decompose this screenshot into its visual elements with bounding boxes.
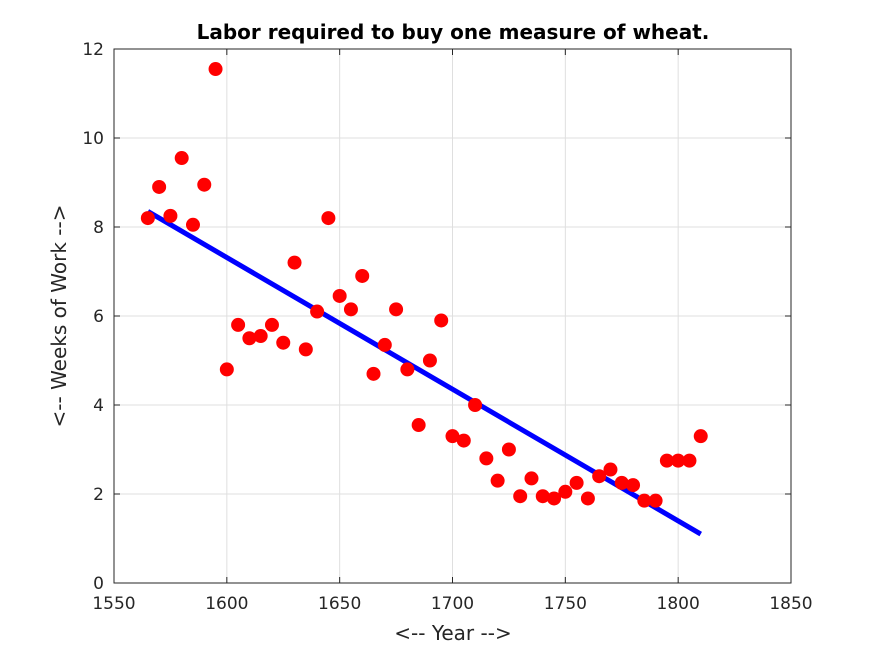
- data-point: [445, 429, 460, 444]
- x-tick-label: 1800: [657, 594, 700, 614]
- data-point: [547, 491, 562, 506]
- data-point: [468, 398, 483, 412]
- data-point: [456, 433, 471, 448]
- grid: [113, 48, 792, 584]
- fit-line-layer: [146, 209, 702, 537]
- scatter-points: [140, 62, 708, 508]
- tick-labels: 1550 1600 1650 1700 1750 1800 1850 0 2 4 6 8 10 12: [82, 40, 812, 614]
- data-point: [287, 255, 302, 270]
- y-axis-label: <-- Weeks of Work -->: [47, 205, 71, 428]
- data-point: [264, 317, 279, 332]
- y-tick-label: 6: [93, 307, 104, 327]
- data-point: [321, 211, 336, 226]
- y-tick-label: 2: [93, 485, 104, 505]
- data-point: [535, 489, 550, 504]
- data-point: [434, 313, 449, 328]
- data-point: [626, 478, 641, 493]
- chart-title: Labor required to buy one measure of whe…: [197, 20, 710, 44]
- data-point: [659, 453, 674, 468]
- data-point: [682, 453, 697, 468]
- y-tick-label: 12: [82, 40, 104, 60]
- x-tick-label: 1650: [318, 594, 361, 614]
- data-point: [174, 151, 189, 166]
- data-point: [152, 179, 167, 194]
- data-point: [411, 418, 426, 433]
- data-point: [355, 268, 370, 283]
- fit-line: [146, 209, 702, 537]
- data-point: [558, 484, 573, 499]
- data-point: [671, 453, 686, 468]
- data-point: [648, 493, 663, 508]
- data-point: [603, 462, 618, 477]
- data-point: [332, 288, 347, 303]
- data-point: [693, 429, 708, 444]
- y-tick-label: 4: [93, 396, 104, 416]
- data-point: [501, 442, 516, 457]
- data-point: [219, 362, 234, 377]
- data-point: [343, 302, 358, 317]
- data-point: [400, 362, 415, 377]
- data-point: [422, 353, 437, 368]
- data-point: [140, 211, 155, 226]
- data-point: [366, 366, 381, 381]
- x-axis-label: <-- Year -->: [394, 621, 511, 645]
- x-tick-label: 1600: [205, 594, 248, 614]
- data-point: [569, 475, 584, 490]
- data-point: [197, 177, 212, 192]
- y-tick-label: 8: [93, 218, 104, 238]
- data-point: [163, 208, 178, 223]
- data-point: [310, 304, 325, 319]
- data-point: [592, 469, 607, 484]
- data-point: [580, 491, 595, 506]
- y-tick-label: 10: [82, 129, 104, 149]
- data-point: [614, 475, 629, 490]
- data-point: [479, 451, 494, 466]
- x-tick-label: 1750: [544, 594, 587, 614]
- data-point: [377, 337, 392, 352]
- data-point: [276, 335, 291, 350]
- data-point: [298, 342, 313, 357]
- axes: [113, 48, 792, 584]
- data-point: [490, 473, 505, 488]
- x-tick-label: 1850: [769, 594, 812, 614]
- data-point: [513, 489, 528, 504]
- data-point: [524, 471, 539, 486]
- data-point: [208, 62, 223, 77]
- data-point: [185, 217, 200, 232]
- x-tick-label: 1550: [92, 594, 135, 614]
- data-point: [389, 302, 404, 317]
- data-point: [242, 331, 257, 346]
- y-tick-label: 0: [93, 574, 104, 594]
- data-point: [637, 493, 652, 508]
- data-point: [231, 317, 246, 332]
- data-point: [253, 329, 268, 344]
- x-tick-label: 1700: [431, 594, 474, 614]
